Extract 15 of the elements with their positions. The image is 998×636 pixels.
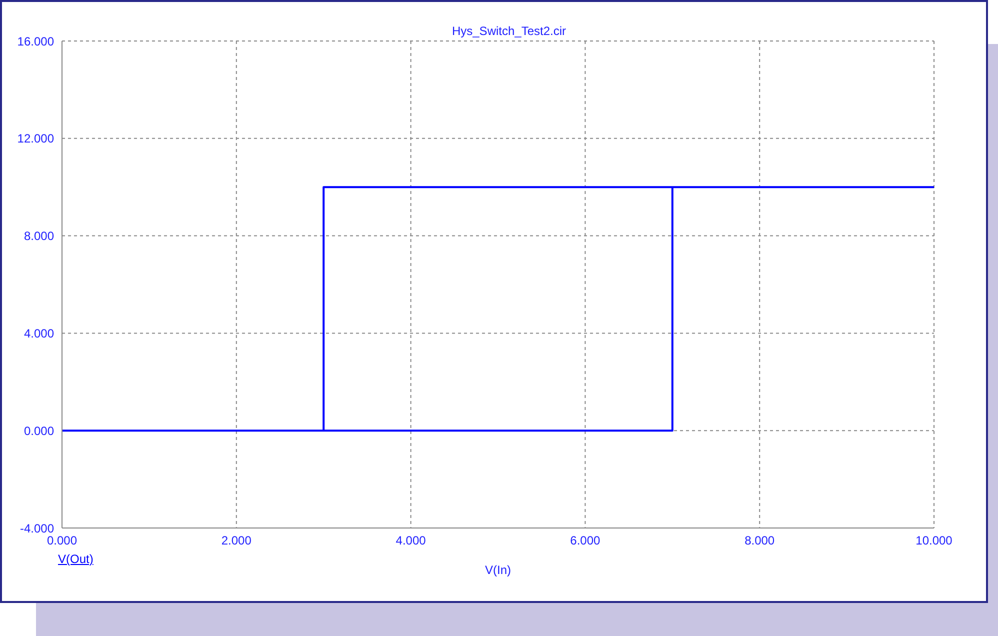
x-axis-title: V(In) xyxy=(484,563,512,577)
chart-title: Hys_Switch_Test2.cir xyxy=(452,24,566,38)
x-tick-label: 10.000 xyxy=(916,534,953,548)
y-tick-label: 4.000 xyxy=(24,326,54,340)
x-tick-label: 2.000 xyxy=(221,534,252,548)
x-tick-label: 0.000 xyxy=(46,534,78,548)
y-tick-label: -4.000 xyxy=(20,521,54,536)
y-tick-label: 0.000 xyxy=(24,424,54,438)
x-tick-label: 8.000 xyxy=(744,534,775,548)
y-tick-label: 16.000 xyxy=(17,34,54,48)
y-tick-label: 8.000 xyxy=(24,229,54,244)
x-tick-label: 4.000 xyxy=(396,534,426,548)
text: V(Out) xyxy=(58,552,94,566)
y-tick-label: 12.000 xyxy=(17,132,54,146)
x-tick-label: 6.000 xyxy=(570,534,601,548)
